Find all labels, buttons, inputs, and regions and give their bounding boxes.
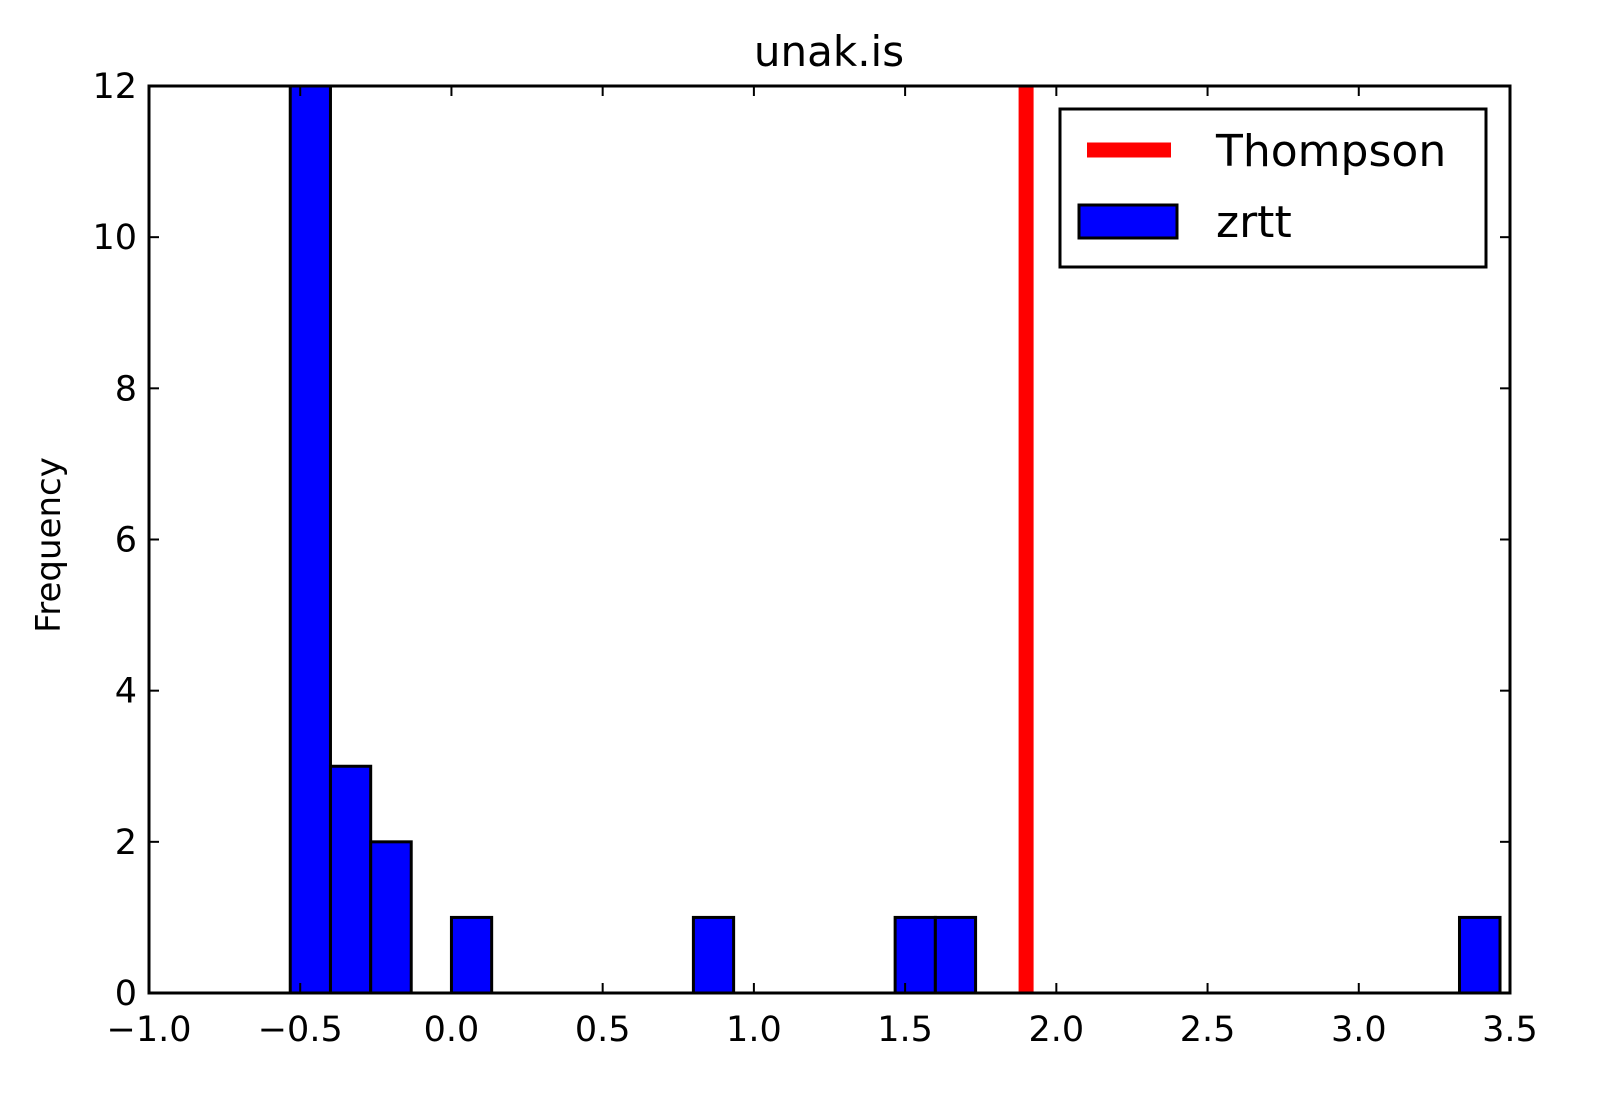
y-tick-label: 0: [115, 974, 137, 1014]
x-tick-label: 2.0: [1028, 1010, 1084, 1050]
x-tick-label: 1.5: [877, 1010, 933, 1050]
histogram-bar: [1457, 915, 1502, 995]
x-tick-label: 0.0: [424, 1010, 480, 1050]
y-axis-label: Frequency: [29, 457, 69, 633]
axis-tick-labels: −1.0 −0.5 0.0 0.5 1.0 1.5 2.0 2.5 3.0 3.5 0 2 4 6 8 10 1…: [92, 67, 1537, 1050]
histogram-bars: [288, 84, 1502, 995]
x-tick-label: 2.5: [1180, 1010, 1236, 1050]
y-tick-label: 2: [115, 823, 137, 863]
x-tick-label: 0.5: [575, 1010, 631, 1050]
chart-title: unak.is: [754, 27, 904, 76]
histogram-bar: [691, 915, 736, 995]
histogram-bar: [933, 915, 978, 995]
y-tick-label: 10: [92, 218, 137, 258]
x-tick-label: 1.0: [726, 1010, 782, 1050]
y-tick-label: 4: [115, 672, 137, 712]
legend: Thompson zrtt: [1058, 107, 1488, 269]
histogram-bar: [288, 84, 332, 995]
histogram-bar: [449, 915, 494, 995]
histogram-bar: [328, 764, 373, 995]
histogram-bar: [369, 840, 413, 995]
x-tick-label: −1.0: [107, 1010, 192, 1050]
legend-thompson-label: Thompson: [1215, 126, 1446, 177]
y-tick-label: 8: [115, 369, 137, 409]
legend-zrtt-swatch: [1077, 203, 1179, 240]
x-tick-label: −0.5: [258, 1010, 343, 1050]
legend-zrtt-label: zrtt: [1216, 197, 1292, 248]
x-tick-label: 3.5: [1482, 1010, 1538, 1050]
plot-area-frame: [147, 84, 1512, 995]
x-tick-label: 3.0: [1331, 1010, 1387, 1050]
y-tick-label: 6: [115, 521, 137, 561]
legend-box: [1058, 107, 1488, 269]
y-tick-label: 12: [92, 67, 137, 107]
histogram-bar: [893, 915, 937, 995]
